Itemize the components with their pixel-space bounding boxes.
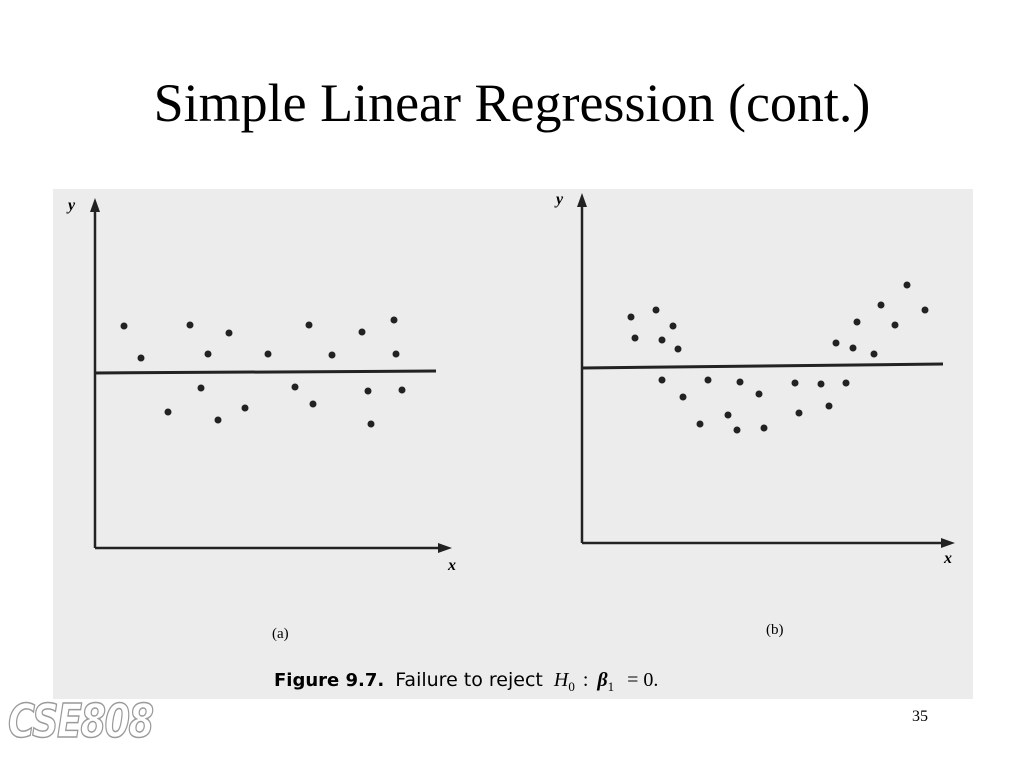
scatter-dot xyxy=(849,344,857,352)
scatter-dot xyxy=(704,376,712,384)
scatter-dot xyxy=(853,318,861,326)
figure-background xyxy=(53,189,973,699)
caption-text: Failure to reject xyxy=(395,669,543,691)
panel-label: (a) xyxy=(272,626,289,642)
fit-line xyxy=(94,369,437,375)
scatter-dot xyxy=(264,350,272,358)
scatter-dot xyxy=(658,376,666,384)
scatter-dot xyxy=(197,384,205,392)
scatter-dot xyxy=(669,322,677,330)
scatter-dot xyxy=(398,386,406,394)
scatter-dot xyxy=(392,350,400,358)
panel-b-axes xyxy=(580,200,948,545)
caption: Figure 9.7. Failure to reject H0 : β1 = … xyxy=(274,669,658,696)
scatter-dot xyxy=(733,426,741,434)
scatter-dot xyxy=(652,306,660,314)
scatter-dot xyxy=(870,350,878,358)
scatter-dot xyxy=(736,378,744,386)
caption-beta: β xyxy=(596,669,608,691)
scatter-dot xyxy=(309,400,317,408)
x-axis-label: x xyxy=(447,557,456,574)
arrow xyxy=(577,193,587,207)
fit-line xyxy=(581,362,944,370)
scatter-dot xyxy=(164,408,172,416)
scatter-dot xyxy=(328,351,336,359)
scatter-dot xyxy=(877,301,885,309)
caption-rest: = 0. xyxy=(627,669,658,691)
arrow xyxy=(438,543,452,553)
scatter-dot xyxy=(120,322,128,330)
caption-subscript: 1 xyxy=(608,679,615,694)
scatter-dot xyxy=(842,379,850,387)
scatter-dot xyxy=(825,402,833,410)
arrow xyxy=(90,198,100,212)
scatter-dot xyxy=(817,380,825,388)
scatter-dot xyxy=(891,321,899,329)
scatter-dot xyxy=(367,420,375,428)
y-axis-label: y xyxy=(554,191,564,208)
slide-title: Simple Linear Regression (cont.) xyxy=(153,73,871,133)
scatter-dot xyxy=(358,328,366,336)
scatter-dot xyxy=(364,387,372,395)
scatter-dot xyxy=(724,411,732,419)
scatter-dot xyxy=(305,321,313,329)
caption-colon: : xyxy=(583,669,589,691)
scatter-dot xyxy=(214,416,222,424)
scatter-dot xyxy=(390,316,398,324)
caption-subscript: 0 xyxy=(568,679,575,694)
panel-a-axes xyxy=(93,205,445,550)
scatter-dot xyxy=(204,350,212,358)
scatter-dot xyxy=(795,409,803,417)
logo: CSE808 xyxy=(7,693,154,749)
caption-label: Figure 9.7. xyxy=(274,670,384,691)
page-number: 35 xyxy=(912,708,928,725)
scatter-dot xyxy=(241,404,249,412)
caption-symbol: H xyxy=(553,669,570,691)
scatter-dot xyxy=(760,424,768,432)
scatter-dot xyxy=(921,306,929,314)
y-axis-label: y xyxy=(66,197,76,214)
scatter-dot xyxy=(186,321,194,329)
panel-label: (b) xyxy=(766,622,784,638)
scatter-dot xyxy=(225,329,233,337)
scatter-dot xyxy=(755,390,763,398)
scatter-dot xyxy=(696,420,704,428)
scatter-dot xyxy=(832,339,840,347)
scatter-dot xyxy=(679,393,687,401)
scatter-dot xyxy=(291,383,299,391)
scatter-dot xyxy=(903,281,911,289)
scatter-dot xyxy=(137,354,145,362)
arrow xyxy=(941,538,955,548)
scatter-dot xyxy=(627,313,635,321)
scatter-dot xyxy=(658,336,666,344)
x-axis-label: x xyxy=(943,550,952,567)
scatter-dot xyxy=(631,334,639,342)
scatter-dot xyxy=(791,379,799,387)
scatter-dot xyxy=(674,345,682,353)
